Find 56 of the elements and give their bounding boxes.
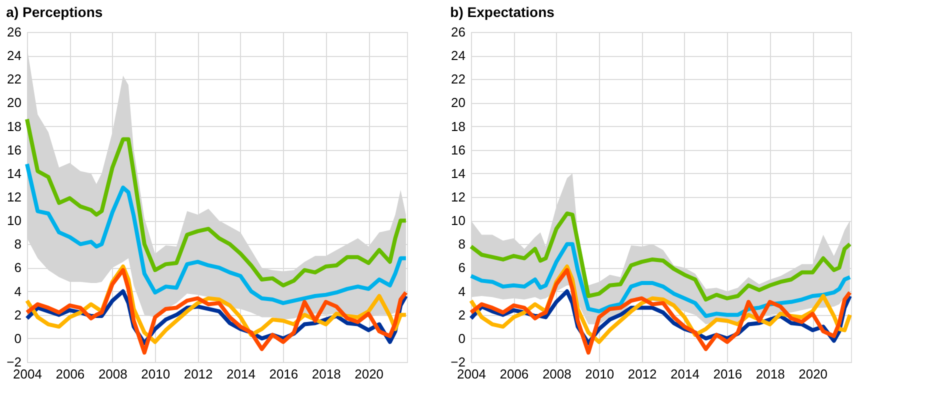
y-tick-label: 12 (451, 190, 466, 204)
x-tick-label: 2004 (457, 366, 486, 382)
y-tick-label: 8 (14, 236, 22, 252)
y-tick-label: 2 (14, 307, 22, 322)
y-tick-label: 20 (451, 95, 466, 110)
y-tick-label: 12 (7, 190, 22, 204)
y-tick-label: 0 (14, 330, 22, 346)
x-tick-label: 2016 (713, 366, 742, 382)
x-tick-label: 2010 (585, 366, 614, 382)
y-tick-label: 4 (14, 284, 22, 299)
y-tick-label: 8 (458, 236, 466, 252)
y-tick-label: −2 (450, 354, 466, 370)
y-tick-label: 4 (458, 284, 466, 299)
y-tick-label: 20 (7, 95, 22, 110)
line-series (25, 268, 408, 355)
x-tick-label: 2008 (98, 366, 128, 382)
y-tick-label: 0 (458, 330, 466, 346)
y-tick-label: 24 (451, 48, 466, 64)
y-tick-label: 18 (451, 118, 466, 134)
x-tick-label: 2010 (141, 366, 170, 382)
x-tick-label: 2012 (184, 366, 213, 382)
x-tick-label: 2012 (628, 366, 657, 382)
y-tick-label: 18 (7, 118, 22, 134)
y-tick-label: 24 (7, 48, 22, 64)
x-tick-label: 2014 (670, 366, 700, 382)
chart-title: a) Perceptions (6, 4, 103, 20)
y-tick-label: 6 (458, 260, 466, 276)
x-tick-label: 2020 (354, 366, 384, 382)
x-tick-label: 2018 (312, 366, 341, 382)
line-series (469, 242, 852, 318)
y-tick-label: −2 (6, 354, 22, 370)
y-tick-label: 26 (7, 24, 22, 40)
x-tick-label: 2018 (756, 366, 785, 382)
y-tick-label: 14 (7, 166, 22, 181)
line-series (25, 162, 408, 306)
y-tick-label: 14 (451, 166, 466, 181)
y-tick-label: 26 (451, 24, 466, 40)
y-tick-label: 22 (451, 72, 466, 87)
line-series (469, 268, 852, 355)
y-tick-label: 16 (7, 142, 22, 158)
y-tick-label: 6 (14, 260, 22, 276)
y-tick-label: 16 (451, 142, 466, 158)
x-tick-label: 2016 (269, 366, 298, 382)
x-tick-label: 2006 (56, 366, 85, 382)
x-tick-label: 2020 (798, 366, 828, 382)
x-tick-label: 2014 (226, 366, 256, 382)
y-tick-label: 10 (7, 213, 22, 228)
x-tick-label: 2006 (500, 366, 529, 382)
x-tick-label: 2004 (13, 366, 42, 382)
x-tick-label: 2008 (542, 366, 572, 382)
y-tick-label: 22 (7, 72, 22, 87)
y-tick-label: 2 (458, 307, 466, 322)
line-series (25, 117, 408, 288)
line-series (469, 212, 852, 302)
chart-title: b) Expectations (450, 4, 555, 20)
y-tick-label: 10 (451, 213, 466, 228)
